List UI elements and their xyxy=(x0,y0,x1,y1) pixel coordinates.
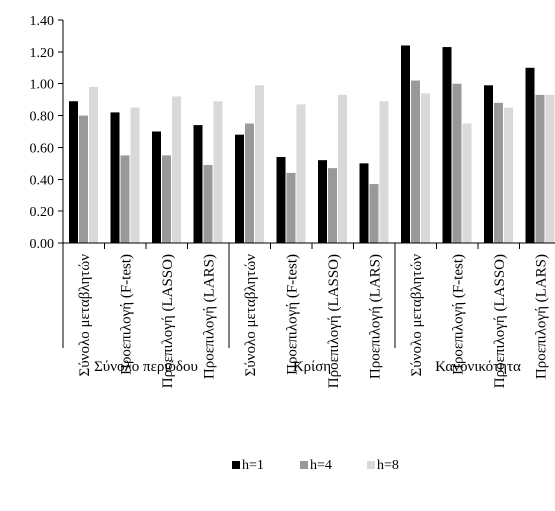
bar-h=1-8 xyxy=(359,163,369,243)
category-label: Σύνολο μεταβλητών xyxy=(409,254,425,377)
bar-h=1-5 xyxy=(235,134,244,243)
bar-h=1-9 xyxy=(401,45,410,243)
bar-h=4-8 xyxy=(369,184,379,243)
bar-h=4-1 xyxy=(79,115,88,243)
category-label: Προεπιλογή (F-test) xyxy=(284,254,300,375)
bar-h=1-2 xyxy=(110,112,120,243)
y-tick-label: 1.20 xyxy=(30,46,55,61)
bar-h=1-4 xyxy=(193,125,203,243)
category-label: Σύνολο μεταβλητών xyxy=(243,254,259,377)
bar-h=4-4 xyxy=(203,164,213,243)
y-tick-label: 0.40 xyxy=(30,173,55,188)
bar-h=1-7 xyxy=(318,160,327,243)
bar-h=8-11 xyxy=(504,107,513,243)
bar-h=1-12 xyxy=(525,67,535,244)
bar-h=8-9 xyxy=(421,93,430,244)
legend-swatch-h=8 xyxy=(367,461,375,469)
bar-h=8-4 xyxy=(213,101,223,243)
y-tick-label: 0.60 xyxy=(30,141,55,156)
legend: h=1 h=4 h=8 xyxy=(232,458,399,473)
y-tick-label: 1.40 xyxy=(30,14,55,29)
bar-h=4-9 xyxy=(411,80,420,244)
category-label: Προεπιλογή (LASSO) xyxy=(160,254,176,388)
category-label: Σύνολο μεταβλητών xyxy=(77,254,93,377)
legend-label: h=1 xyxy=(242,458,264,473)
axes-layer xyxy=(58,19,555,348)
y-tick-label: 0.20 xyxy=(30,205,55,220)
bar-h=1-1 xyxy=(69,101,78,243)
category-label: Προεπιλογή (LARS) xyxy=(367,254,383,379)
category-label: Προεπιλογή (F-test) xyxy=(118,254,134,375)
category-labels: Σύνολο μεταβλητών Προεπιλογή (F-test) Προε… xyxy=(77,254,550,388)
group-label: Κανονικότητα xyxy=(435,359,521,375)
bars-layer xyxy=(69,45,555,244)
bar-h=4-3 xyxy=(162,155,171,243)
legend-label: h=4 xyxy=(310,458,332,473)
legend-swatch-h=4 xyxy=(300,461,308,469)
bar-h=8-12 xyxy=(545,94,555,243)
bar-h=8-8 xyxy=(379,101,389,243)
bar-h=4-7 xyxy=(328,168,337,243)
category-label: Προεπιλογή (F-test) xyxy=(450,254,466,375)
group-label: Σύνολο περιόδου xyxy=(94,359,198,375)
bar-h=8-7 xyxy=(338,94,347,243)
category-label: Προεπιλογή (LASSO) xyxy=(492,254,508,388)
bar-h=8-2 xyxy=(130,107,140,243)
group-labels: Σύνολο περιόδου Κρίση Κανονικότητα xyxy=(94,359,521,375)
y-tick-label: 1.00 xyxy=(30,78,55,93)
bar-h=4-11 xyxy=(494,102,503,243)
bar-h=1-10 xyxy=(442,47,452,244)
bar-h=8-6 xyxy=(296,104,306,244)
bar-h=4-12 xyxy=(535,94,545,243)
y-tick-label: 0.00 xyxy=(30,237,55,252)
group-label: Κρίση xyxy=(293,359,331,375)
bar-h=4-6 xyxy=(286,172,296,243)
bar-h=8-1 xyxy=(89,86,98,244)
category-label: Προεπιλογή (LARS) xyxy=(533,254,549,379)
legend-label: h=8 xyxy=(377,458,399,473)
category-label: Προεπιλογή (LARS) xyxy=(201,254,217,379)
bar-h=1-3 xyxy=(152,131,161,243)
bar-h=4-5 xyxy=(245,123,254,243)
bar-h=1-11 xyxy=(484,85,493,243)
bar-h=1-6 xyxy=(276,156,286,243)
y-tick-labels: 0.00 0.20 0.40 0.60 0.80 1.00 1.20 1.40 xyxy=(30,14,55,252)
bar-h=8-5 xyxy=(255,85,264,243)
bar-h=8-10 xyxy=(462,123,472,243)
bar-h=4-2 xyxy=(120,155,130,243)
bar-h=4-10 xyxy=(452,83,462,243)
y-tick-label: 0.80 xyxy=(30,110,55,125)
bar-h=8-3 xyxy=(172,96,181,243)
category-label: Προεπιλογή (LASSO) xyxy=(326,254,342,388)
legend-swatch-h=1 xyxy=(232,461,240,469)
